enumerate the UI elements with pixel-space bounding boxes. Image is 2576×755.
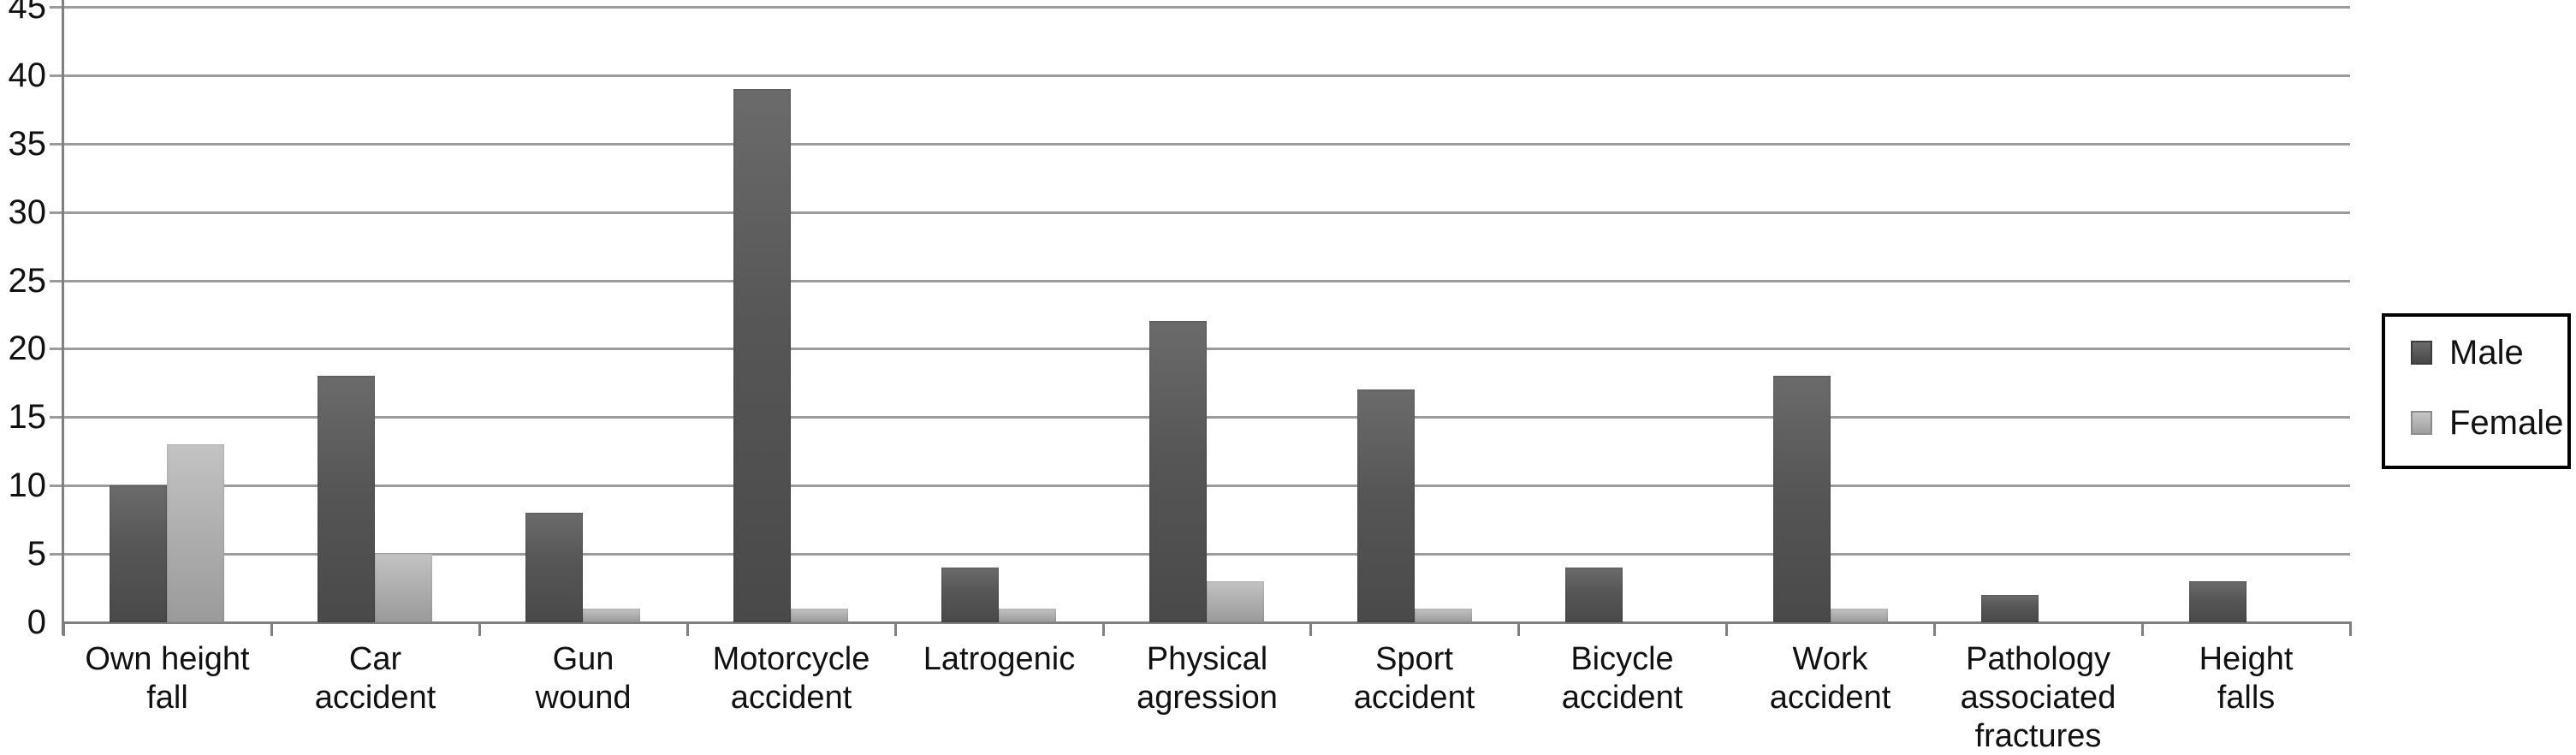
- y-tick-label: 30: [8, 193, 47, 231]
- gridline: [50, 280, 2350, 282]
- y-tick-label: 10: [8, 467, 47, 504]
- y-tick-label: 25: [8, 262, 47, 300]
- bar-male-9: [1981, 595, 2039, 622]
- x-category-label: Latrogenic: [923, 641, 1076, 677]
- x-axis-tick: [1309, 622, 1312, 636]
- legend-item-male: Male: [2411, 329, 2524, 377]
- bar-male-3: [733, 89, 791, 622]
- bar-male-8: [1773, 376, 1831, 622]
- bar-male-10: [2189, 581, 2247, 622]
- y-tick-label: 20: [8, 330, 47, 367]
- bar-male-6: [1357, 389, 1415, 622]
- legend-label-female: Female: [2449, 404, 2564, 442]
- bar-male-2: [525, 513, 583, 622]
- bar-male-5: [1149, 321, 1207, 622]
- x-axis-tick: [894, 622, 897, 636]
- x-axis-tick: [2141, 622, 2144, 636]
- legend: Male Female: [2382, 313, 2571, 469]
- y-tick-label: 15: [8, 398, 47, 436]
- x-axis-tick: [1517, 622, 1520, 636]
- y-tick-label: 35: [8, 125, 47, 163]
- female-swatch-icon: [2411, 411, 2432, 435]
- gridline: [50, 6, 2350, 9]
- gridline: [50, 211, 2350, 214]
- x-category-label: Gun wound: [535, 641, 632, 716]
- x-axis-tick: [1933, 622, 1936, 636]
- bar-female-4: [999, 609, 1056, 622]
- x-axis-line: [62, 621, 2352, 624]
- x-axis-tick: [62, 622, 65, 636]
- bar-female-1: [375, 554, 432, 622]
- bar-female-3: [791, 609, 848, 622]
- bar-male-0: [110, 485, 167, 622]
- y-tick-label: 45: [8, 0, 47, 26]
- male-swatch-icon: [2411, 341, 2432, 365]
- x-category-label: Car accident: [314, 641, 436, 716]
- legend-label-male: Male: [2449, 334, 2524, 372]
- gridline: [50, 143, 2350, 146]
- x-axis-tick: [686, 622, 689, 636]
- y-tick-label: 5: [27, 535, 46, 573]
- x-axis-tick: [1102, 622, 1105, 636]
- x-axis-tick: [478, 622, 481, 636]
- x-category-label: Pathology associated fractures: [1960, 641, 2116, 754]
- y-tick-label: 0: [27, 603, 46, 641]
- x-category-label: Height falls: [2199, 641, 2294, 716]
- x-axis-tick: [1725, 622, 1728, 636]
- y-axis-line: [62, 0, 64, 635]
- x-category-label: Sport accident: [1353, 641, 1475, 716]
- bar-female-5: [1207, 581, 1264, 622]
- x-category-label: Own height fall: [85, 641, 250, 716]
- legend-item-female: Female: [2411, 399, 2563, 447]
- gridline: [50, 74, 2350, 77]
- bar-female-0: [167, 444, 224, 622]
- x-category-label: Bicycle accident: [1561, 641, 1683, 716]
- bar-male-4: [941, 568, 999, 622]
- x-axis-tick: [2349, 622, 2352, 636]
- x-category-label: Work accident: [1769, 641, 1891, 716]
- bar-female-8: [1831, 609, 1888, 622]
- x-category-label: Physical agression: [1137, 641, 1278, 716]
- bar-female-6: [1415, 609, 1472, 622]
- y-tick-label: 40: [8, 56, 47, 94]
- bar-male-7: [1565, 568, 1623, 622]
- bar-male-1: [318, 376, 375, 622]
- bar-female-2: [583, 609, 640, 622]
- x-category-label: Motorcycle accident: [712, 641, 870, 716]
- x-axis-tick: [270, 622, 273, 636]
